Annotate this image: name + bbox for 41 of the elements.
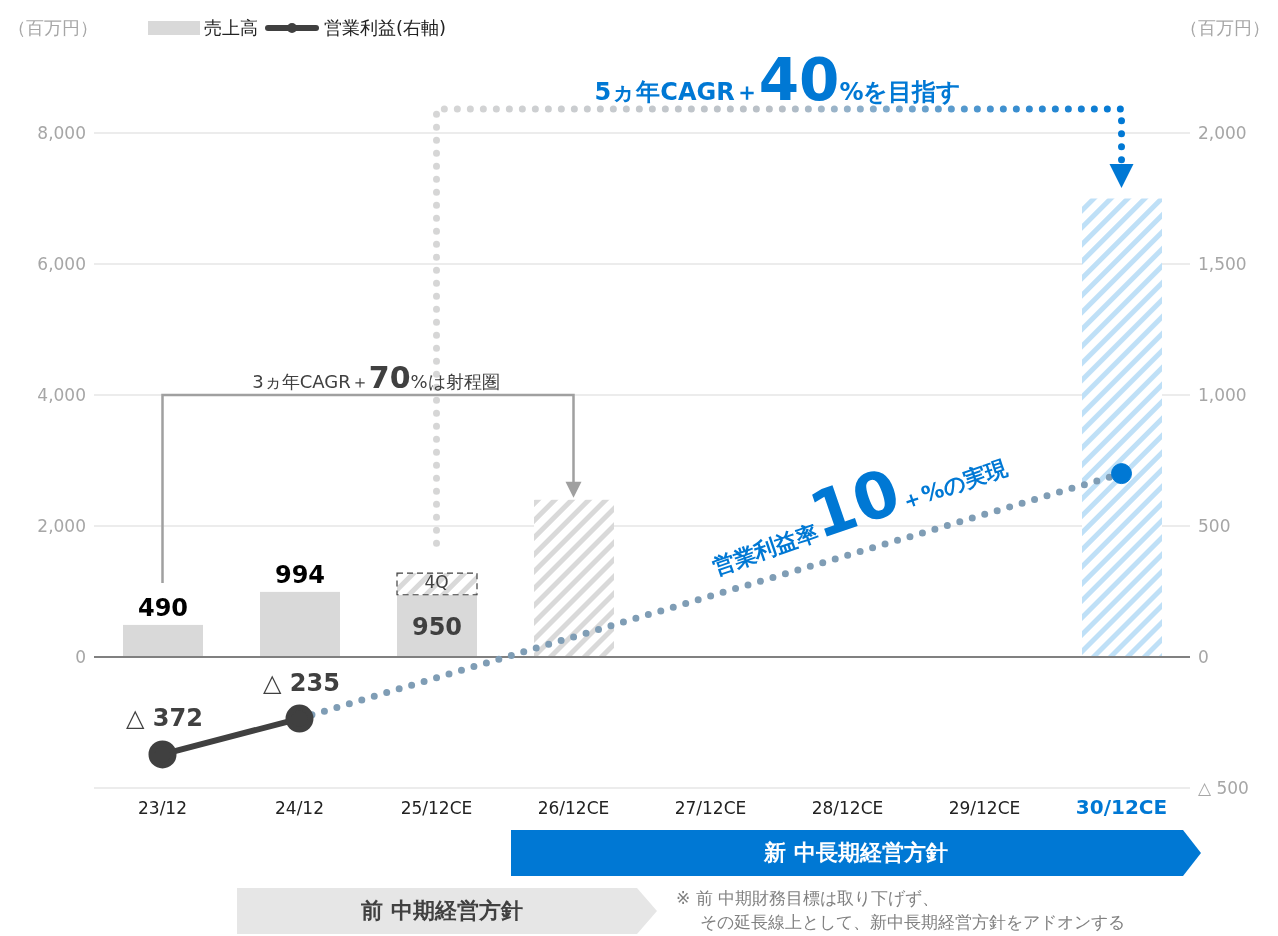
y2-tick-label: 500 (1198, 516, 1231, 537)
data-label: 950 (411, 612, 463, 641)
y2-tick-label: 2,000 (1198, 123, 1247, 144)
x-tick-label: 23/12 (138, 798, 187, 818)
y-tick-label: 2,000 (37, 516, 86, 537)
bar (123, 624, 203, 657)
x-tick-label: 30/12CE (1075, 795, 1168, 819)
x-tick-label: 25/12CE (400, 798, 473, 818)
y2-tick-label: 1,000 (1198, 385, 1247, 406)
legend-label: 売上高 (204, 16, 258, 40)
text: 5ヵ年CAGR＋40%を目指す (594, 46, 962, 114)
text: その延長線上として、新中長期経営方針をアドオンする (700, 911, 1125, 934)
x-tick-label: 28/12CE (811, 798, 884, 818)
y2-tick-label: 1,500 (1198, 254, 1247, 275)
annotation: 4Q (423, 571, 450, 592)
legend-label: 営業利益(右軸) (324, 16, 447, 40)
y2-tick-label: △ 500 (1198, 778, 1249, 799)
y-tick-label: 6,000 (37, 254, 86, 275)
y-tick-label: 4,000 (37, 385, 86, 406)
annotation: 営業利益率10＋%の実現 (709, 454, 1011, 580)
annotation: △ 372 (125, 704, 204, 733)
text: ※ 前 中期財務目標は取り下げず、 (676, 887, 940, 910)
y-tick-label: 0 (75, 647, 86, 668)
data-label: 490 (137, 593, 189, 622)
text: 新 中長期経営方針 (763, 839, 949, 867)
data-label: 994 (274, 560, 326, 589)
bar (396, 572, 478, 596)
x-tick-label: 29/12CE (948, 798, 1021, 818)
bar (1082, 198, 1162, 657)
y2-tick-label: 0 (1198, 647, 1209, 668)
text: 前 中期経営方針 (360, 897, 524, 925)
annotation: △ 235 (262, 668, 341, 697)
x-tick-label: 27/12CE (674, 798, 747, 818)
x-tick-label: 26/12CE (537, 798, 610, 818)
y2-axis-title: （百万円） (1180, 16, 1270, 40)
y-tick-label: 8,000 (37, 123, 86, 144)
annotation: 3ヵ年CAGR＋70%は射程圏 (252, 360, 500, 395)
x-tick-label: 24/12 (275, 798, 324, 818)
bar (534, 499, 614, 657)
bar (260, 591, 340, 657)
y-axis-title: （百万円） (8, 16, 98, 40)
